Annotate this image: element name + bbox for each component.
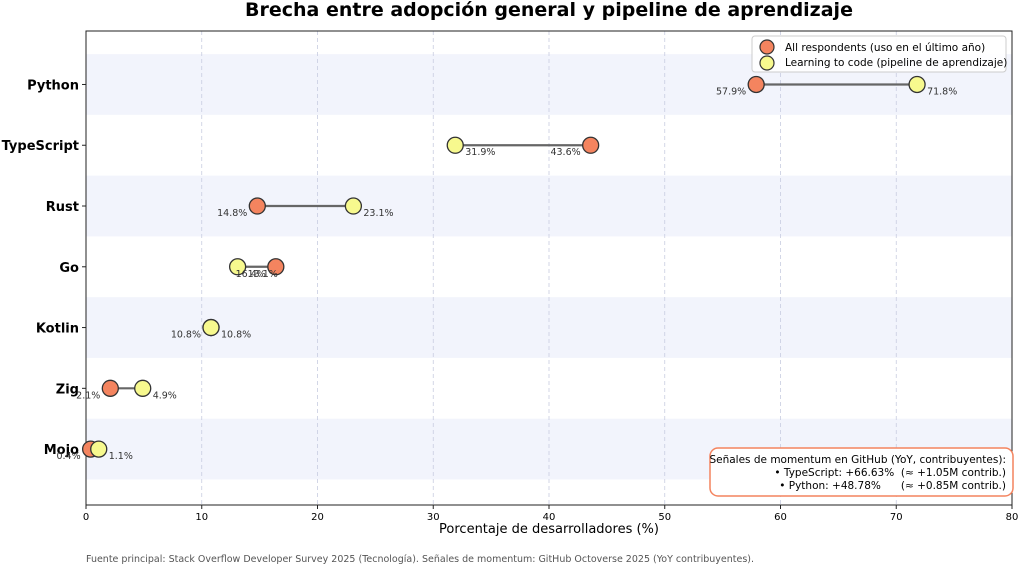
x-tick-label: 60 (774, 512, 787, 523)
y-tick-label-zig: Zig (56, 382, 79, 397)
point-all-respondents-go (267, 258, 285, 276)
x-tick-label: 10 (195, 512, 208, 523)
x-tick-label: 80 (1006, 512, 1019, 523)
data-label-learning-python: 71.8% (927, 86, 957, 97)
legend-label-all-respondents: All respondents (uso en el último año) (785, 42, 985, 54)
annotation-box (709, 447, 1014, 497)
x-tick-label: 40 (543, 512, 556, 523)
annotation-line-typescript: • TypeScript: +66.63% (≈ +1.05M contrib.… (774, 467, 1006, 479)
legend-box (751, 35, 1007, 73)
x-axis-ticks: 0 10 20 30 40 50 60 70 80 (83, 505, 1019, 523)
y-tick-label-kotlin: Kotlin (36, 322, 79, 337)
x-tick-label: 30 (427, 512, 440, 523)
x-tick-label: 50 (658, 512, 671, 523)
data-label-learning-go: 13.1% (248, 269, 278, 280)
x-gridlines (201, 31, 897, 505)
y-tick-label-mojo: Mojo (44, 443, 79, 458)
legend-marker-all-respondents (759, 39, 775, 55)
annotation-title: Señales de momentum en GitHub (YoY, cont… (709, 454, 1006, 466)
point-all-respondents-typescript (582, 136, 600, 154)
point-learning-go (228, 258, 247, 276)
data-label-learning-kotlin: 10.8% (221, 330, 251, 341)
data-label-learning-mojo: 1.1% (109, 451, 133, 462)
source-note: Fuente principal: Stack Overflow Develop… (86, 554, 754, 565)
data-label-learning-zig: 4.9% (153, 390, 177, 401)
legend-label-learning-to-code: Learning to code (pipeline de aprendizaj… (785, 57, 1007, 69)
y-tick-label-go: Go (59, 261, 79, 276)
y-tick-label-typescript: TypeScript (2, 139, 79, 154)
data-label-all-respondents-python: 57.9% (716, 86, 746, 97)
data-label-learning-rust: 23.1% (363, 208, 393, 219)
data-label-all-respondents-zig: 2.1% (76, 390, 100, 401)
x-tick-label: 0 (83, 512, 89, 523)
point-learning-mojo (90, 440, 108, 458)
annotation-line-python: • Python: +48.78% (≈ +0.85M contrib.) (779, 480, 1006, 492)
point-learning-typescript (446, 136, 464, 154)
data-label-learning-typescript: 31.9% (465, 147, 495, 158)
point-all-respondents-zig (101, 379, 119, 397)
y-axis-ticks: Python TypeScript Rust Go Kotlin Zig Mojo (2, 78, 86, 458)
point-learning-rust (344, 197, 363, 215)
data-label-all-respondents-go: 16.4% (236, 269, 266, 280)
y-tick-label-python: Python (27, 78, 79, 93)
momentum-annotation: Señales de momentum en GitHub (YoY, cont… (709, 447, 1014, 497)
legend: All respondents (uso en el último año) L… (751, 35, 1007, 73)
x-tick-label: 20 (311, 512, 324, 523)
point-learning-zig (134, 379, 152, 397)
data-label-all-respondents-mojo: 0.4% (56, 451, 80, 462)
chart-title: Brecha entre adopción general y pipeline… (245, 0, 853, 21)
point-all-respondents-rust (248, 197, 266, 215)
point-learning-python (908, 75, 926, 94)
legend-marker-learning-to-code (759, 55, 775, 71)
data-label-all-respondents-kotlin: 10.8% (171, 330, 201, 341)
data-label-all-respondents-typescript: 43.6% (550, 147, 580, 158)
point-all-respondents-python (747, 75, 765, 94)
x-tick-label: 70 (890, 512, 903, 523)
dumbbell-marks: 57.9% 71.8% 43.6% 31.9% 14.8% 23.1% 16.4%13.1%… (56, 75, 957, 462)
y-tick-label-rust: Rust (46, 200, 79, 215)
x-axis-label: Porcentaje de desarrolladores (%) (439, 522, 659, 537)
point-learning-kotlin (202, 318, 220, 337)
data-label-all-respondents-rust: 14.8% (217, 208, 247, 219)
